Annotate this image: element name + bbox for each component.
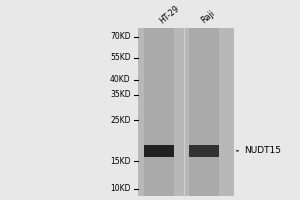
Text: 40KD: 40KD	[110, 75, 130, 84]
Text: 15KD: 15KD	[110, 157, 130, 166]
Text: 70KD: 70KD	[110, 32, 130, 41]
Text: Raji: Raji	[199, 9, 217, 25]
Text: NUDT15: NUDT15	[236, 146, 281, 155]
Text: 55KD: 55KD	[110, 53, 130, 62]
Bar	[144, 28, 174, 196]
Text: 25KD: 25KD	[110, 116, 130, 125]
Text: HT-29: HT-29	[158, 4, 181, 25]
Bar	[189, 28, 219, 196]
Text: 10KD: 10KD	[110, 184, 130, 193]
Bar	[189, 145, 219, 157]
Bar	[144, 145, 174, 157]
Text: 35KD: 35KD	[110, 90, 130, 99]
Bar	[138, 28, 234, 196]
